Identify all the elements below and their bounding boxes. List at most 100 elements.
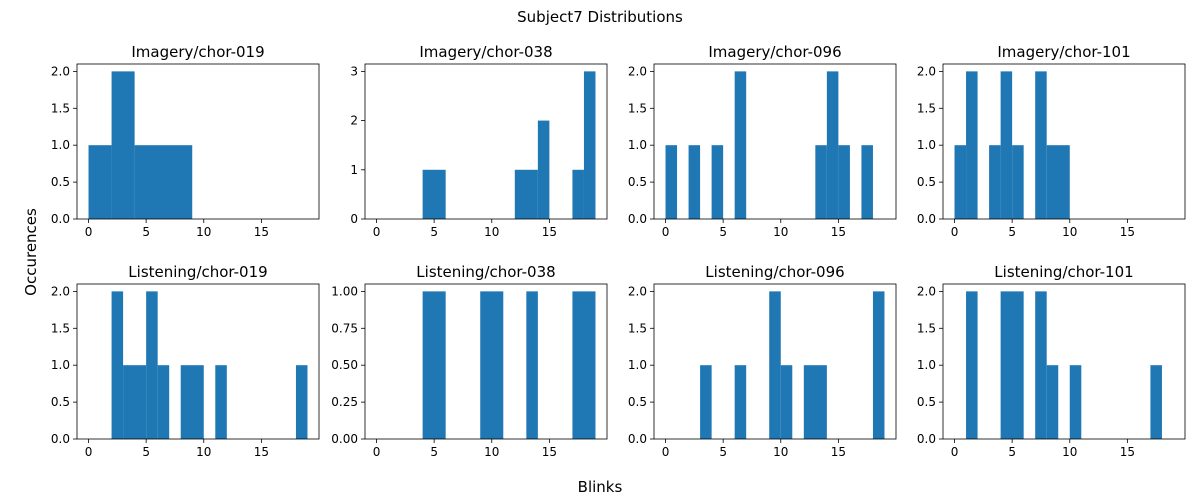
histogram-bar	[734, 71, 747, 219]
x-tick-label: 10	[1062, 445, 1077, 459]
histogram-bar	[1035, 291, 1047, 439]
subplot-title: Listening/chor-019	[128, 263, 267, 281]
y-tick-label: 0.0	[628, 212, 647, 226]
histogram-bar	[1150, 365, 1162, 439]
y-tick-label: 0.25	[331, 395, 358, 409]
histogram-bar	[688, 145, 701, 219]
y-tick-label: 2.0	[917, 284, 936, 298]
y-tick-label: 0.5	[51, 175, 70, 189]
x-tick-label: 15	[1120, 225, 1135, 239]
histogram-bar	[111, 291, 124, 439]
y-tick-label: 0.0	[628, 432, 647, 446]
subplot-title: Imagery/chor-038	[419, 43, 552, 61]
x-tick-label: 10	[196, 225, 211, 239]
histogram-bar	[1069, 365, 1082, 439]
x-tick-label: 15	[542, 445, 557, 459]
y-tick-label: 2.0	[51, 64, 70, 78]
histogram-bar	[872, 291, 885, 439]
x-tick-label: 5	[1008, 225, 1016, 239]
y-tick-label: 1.0	[628, 358, 647, 372]
y-tick-label: 1.5	[628, 321, 647, 335]
y-tick-label: 0.0	[51, 432, 70, 446]
histogram-bar	[295, 365, 308, 439]
histogram-bar	[700, 365, 712, 439]
y-tick-label: 1.5	[917, 101, 936, 115]
subplot-title: Imagery/chor-019	[131, 43, 264, 61]
x-tick-label: 10	[484, 225, 499, 239]
histogram-bar	[111, 71, 135, 219]
x-tick-label: 5	[719, 445, 727, 459]
axes-frame	[364, 283, 608, 440]
y-tick-label: 1.0	[51, 358, 70, 372]
histogram-bar	[803, 365, 827, 439]
x-tick-label: 15	[831, 225, 846, 239]
histogram-bar	[134, 145, 193, 219]
x-tick-label: 10	[484, 445, 499, 459]
histogram-bar	[514, 169, 538, 219]
histogram-bar	[815, 145, 827, 219]
axes-frame	[942, 63, 1186, 220]
histogram-bar	[966, 291, 978, 439]
y-tick-label: 2.0	[51, 284, 70, 298]
y-tick-label: 1.5	[51, 321, 70, 335]
y-tick-label: 1.0	[628, 138, 647, 152]
histogram-bar	[769, 291, 781, 439]
y-tick-label: 3	[350, 64, 358, 78]
subplot-6: Listening/chor-038 0 5 10 15 0.00 0.25 0.50 0.75…	[331, 263, 608, 459]
y-tick-label: 1.00	[331, 284, 358, 298]
y-tick-label: 1.5	[628, 101, 647, 115]
y-tick-label: 1.5	[917, 321, 936, 335]
figure-ylabel: Occurences	[22, 208, 40, 296]
axes-frame	[364, 63, 608, 220]
x-tick-label: 5	[142, 225, 150, 239]
y-tick-label: 1.0	[51, 138, 70, 152]
x-tick-label: 5	[1008, 445, 1016, 459]
x-tick-label: 5	[142, 445, 150, 459]
subplot-title: Listening/chor-038	[416, 263, 555, 281]
histogram-bar	[734, 365, 747, 439]
histogram-bar	[146, 291, 158, 439]
histogram-bar	[954, 145, 967, 219]
x-tick-label: 0	[662, 225, 670, 239]
axes-frame	[653, 283, 897, 440]
x-tick-label: 5	[430, 225, 438, 239]
subplot-grid: Imagery/chor-019 0 5 10 15 0.0 0.5 1.0 1.5 2.0 Ima…	[51, 43, 1186, 459]
y-tick-label: 0.00	[331, 432, 358, 446]
subplot-4: Imagery/chor-101 0 5 10 15 0.0 0.5 1.0 1.5 2.0	[917, 43, 1186, 239]
y-tick-label: 1.0	[917, 358, 936, 372]
histogram-bar	[1012, 145, 1024, 219]
y-tick-label: 1.0	[917, 138, 936, 152]
x-tick-label: 0	[373, 445, 381, 459]
subplot-5: Listening/chor-019 0 5 10 15 0.0 0.5 1.0 1.5 2.0	[51, 263, 320, 459]
histogram-bar	[665, 145, 678, 219]
histogram-bar	[826, 71, 839, 219]
subplot-8: Listening/chor-101 0 5 10 15 0.0 0.5 1.0 1.5 2.0	[917, 263, 1186, 459]
histogram-bar	[711, 145, 724, 219]
x-tick-label: 10	[196, 445, 211, 459]
y-tick-label: 0.5	[917, 175, 936, 189]
subplot-3: Imagery/chor-096 0 5 10 15 0.0 0.5 1.0 1.5 2.0	[628, 43, 897, 239]
histogram-bar	[583, 71, 596, 219]
subplot-title: Listening/chor-101	[994, 263, 1133, 281]
histogram-bar	[1000, 71, 1013, 219]
histogram-bar	[1035, 71, 1047, 219]
histogram-bar	[838, 145, 850, 219]
figure-suptitle: Subject7 Distributions	[517, 8, 683, 26]
x-tick-label: 15	[254, 445, 269, 459]
y-tick-label: 0.5	[628, 395, 647, 409]
histogram-bar	[537, 120, 550, 219]
histogram-bar	[1046, 145, 1070, 219]
y-tick-label: 2.0	[628, 284, 647, 298]
figure-xlabel: Blinks	[578, 478, 623, 496]
y-tick-label: 2.0	[917, 64, 936, 78]
histogram-bar	[526, 291, 538, 439]
x-tick-label: 10	[1062, 225, 1077, 239]
x-tick-label: 5	[719, 225, 727, 239]
y-tick-label: 0.5	[51, 395, 70, 409]
y-tick-label: 0	[350, 212, 358, 226]
x-tick-label: 0	[373, 225, 381, 239]
y-tick-label: 1.5	[51, 101, 70, 115]
x-tick-label: 5	[430, 445, 438, 459]
x-tick-label: 0	[85, 225, 93, 239]
subplot-title: Listening/chor-096	[705, 263, 844, 281]
